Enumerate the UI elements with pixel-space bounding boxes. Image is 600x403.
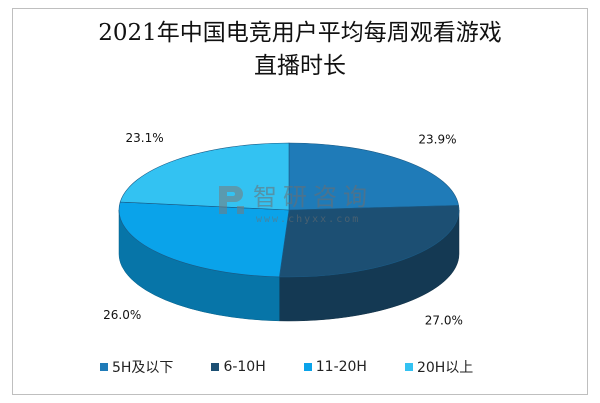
pie-top-slices (118, 142, 460, 278)
legend-swatch-6-10h (211, 363, 220, 371)
slice-6-10h (279, 205, 460, 278)
slice-5h (288, 142, 459, 211)
chart-title-line2: 直播时长 (254, 53, 346, 79)
legend-swatch-5h (100, 363, 108, 371)
watermark-url: www.chyxx.com (256, 214, 360, 225)
legend: 5H及以下 6-10H 11-20H 20H以上 (100, 357, 511, 377)
legend-label-11-20h: 11-20H (315, 359, 367, 375)
watermark-logo (219, 186, 244, 214)
legend-item-11-20h: 11-20H (303, 359, 367, 375)
legend-item-5h: 5H及以下 (100, 357, 173, 377)
legend-swatch-20h-plus (404, 363, 413, 371)
slice-11-20h (118, 201, 290, 278)
data-label-6-10h: 27.0% (425, 313, 463, 327)
chart-title: 2021年中国电竞用户平均每周观看游戏 (98, 20, 502, 46)
data-labels: 23.9% 27.0% 26.0% 23.1% (103, 131, 463, 327)
data-label-5h: 23.9% (418, 132, 456, 146)
data-label-20h-plus: 23.1% (126, 131, 164, 145)
slice-20h-plus (119, 142, 290, 211)
legend-item-20h-plus: 20H以上 (404, 357, 474, 377)
watermark-brand: 智研咨询 (253, 183, 373, 211)
legend-label-20h-plus: 20H以上 (416, 360, 474, 376)
legend-item-6-10h: 6-10H (211, 359, 266, 375)
legend-label-6-10h: 6-10H (223, 359, 266, 375)
legend-label-5h: 5H及以下 (112, 360, 174, 376)
data-label-11-20h: 26.0% (103, 308, 141, 322)
legend-swatch-11-20h (303, 363, 312, 371)
